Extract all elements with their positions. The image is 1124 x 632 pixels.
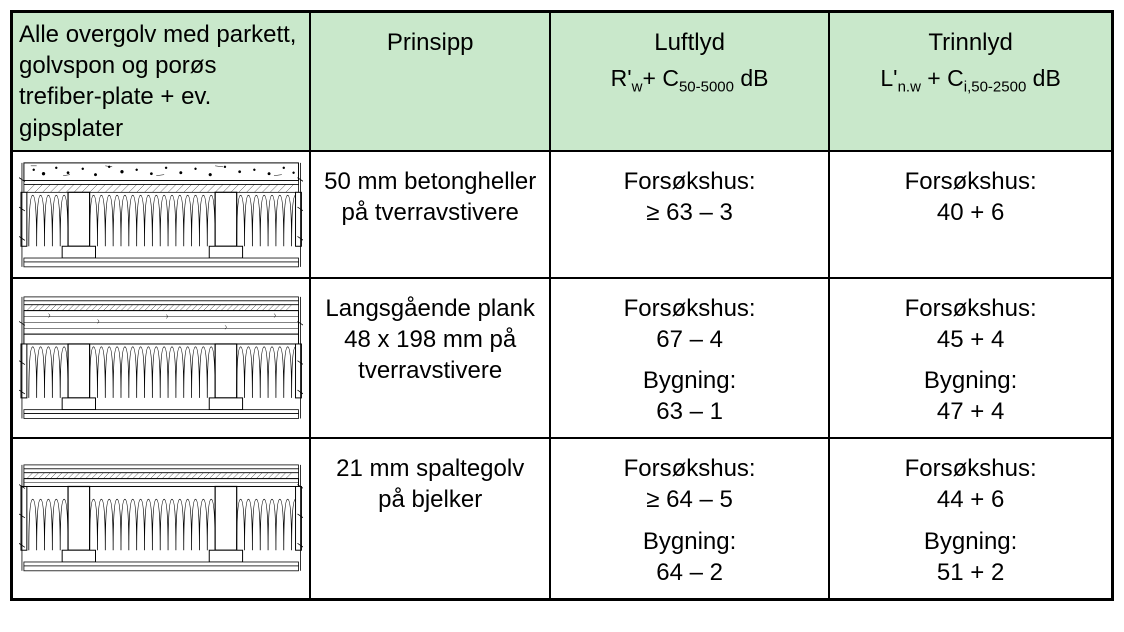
trinnlyd-bygning-label-2: Bygning: [842,365,1099,396]
trinnlyd-bygning-2: Bygning: 47 + 4 [842,365,1099,427]
luftlyd-bygning-label-2: Bygning: [563,365,816,396]
header-description: Alle overgolv med parkett, golvspon og p… [12,12,311,151]
header-prinsipp-text: Prinsipp [387,29,474,56]
luftlyd-bygning-3: Bygning: 64 – 2 [563,526,816,588]
table-row: 50 mm betongheller på tverravstivere For… [12,151,1113,278]
trinnlyd-cell-1: Forsøkshus: 40 + 6 [829,151,1112,278]
prinsipp-text-3: 21 mm spaltegolv på bjelker [336,455,524,513]
luftlyd-forsokshus-3: Forsøkshus: ≥ 64 – 5 [563,453,816,515]
luftlyd-forsokshus-value-3: ≥ 64 – 5 [563,484,816,515]
trinnlyd-bygning-label-3: Bygning: [842,526,1099,557]
header-trinnlyd-title: Trinnlyd [842,27,1099,58]
luftlyd-forsokshus-value-1: ≥ 63 – 3 [563,197,816,228]
header-trinnlyd-formula: L'n.w + Ci,50-2500 dB [842,64,1099,97]
luftlyd-forsokshus-label-3: Forsøkshus: [563,453,816,484]
trinnlyd-forsokshus-value-2: 45 + 4 [842,324,1099,355]
diagram-cell-3 [12,438,311,599]
luftlyd-bygning-2: Bygning: 63 – 1 [563,365,816,427]
header-description-text: Alle overgolv med parkett, golvspon og p… [19,21,296,142]
header-prinsipp: Prinsipp [310,12,550,151]
trinnlyd-cell-2: Forsøkshus: 45 + 4 Bygning: 47 + 4 [829,278,1112,439]
luftlyd-cell-1: Forsøkshus: ≥ 63 – 3 [550,151,829,278]
luftlyd-bygning-label-3: Bygning: [563,526,816,557]
luftlyd-forsokshus-value-2: 67 – 4 [563,324,816,355]
trinnlyd-cell-3: Forsøkshus: 44 + 6 Bygning: 51 + 2 [829,438,1112,599]
trinnlyd-forsokshus-value-3: 44 + 6 [842,484,1099,515]
floor-diagram-2 [19,292,303,424]
header-luftlyd: Luftlyd R'w+ C50-5000 dB [550,12,829,151]
luftlyd-bygning-value-2: 63 – 1 [563,396,816,427]
luftlyd-cell-2: Forsøkshus: 67 – 4 Bygning: 63 – 1 [550,278,829,439]
luftlyd-bygning-value-3: 64 – 2 [563,557,816,588]
luftlyd-cell-3: Forsøkshus: ≥ 64 – 5 Bygning: 64 – 2 [550,438,829,599]
prinsipp-cell-2: Langsgående plank48 x 198 mm på tverravs… [310,278,550,439]
acoustic-properties-table: Alle overgolv med parkett, golvspon og p… [10,10,1114,601]
header-luftlyd-title: Luftlyd [563,27,816,58]
prinsipp-cell-1: 50 mm betongheller på tverravstivere [310,151,550,278]
trinnlyd-forsokshus-label-2: Forsøkshus: [842,293,1099,324]
floor-diagram-3 [19,460,303,578]
diagram-cell-2 [12,278,311,439]
header-trinnlyd: Trinnlyd L'n.w + Ci,50-2500 dB [829,12,1112,151]
trinnlyd-bygning-3: Bygning: 51 + 2 [842,526,1099,588]
table-row: 21 mm spaltegolv på bjelker Forsøkshus: … [12,438,1113,599]
table-header-row: Alle overgolv med parkett, golvspon og p… [12,12,1113,151]
table-row: Langsgående plank48 x 198 mm på tverravs… [12,278,1113,439]
luftlyd-forsokshus-label-2: Forsøkshus: [563,293,816,324]
trinnlyd-forsokshus-3: Forsøkshus: 44 + 6 [842,453,1099,515]
diagram-cell-1 [12,151,311,278]
floor-diagram-1 [19,158,303,271]
luftlyd-forsokshus-2: Forsøkshus: 67 – 4 [563,293,816,355]
trinnlyd-forsokshus-1: Forsøkshus: 40 + 6 [842,166,1099,228]
luftlyd-forsokshus-1: Forsøkshus: ≥ 63 – 3 [563,166,816,228]
trinnlyd-forsokshus-label-1: Forsøkshus: [842,166,1099,197]
trinnlyd-forsokshus-label-3: Forsøkshus: [842,453,1099,484]
prinsipp-text-2: Langsgående plank48 x 198 mm på tverravs… [325,295,535,384]
trinnlyd-bygning-value-3: 51 + 2 [842,557,1099,588]
header-luftlyd-formula: R'w+ C50-5000 dB [563,64,816,97]
trinnlyd-forsokshus-2: Forsøkshus: 45 + 4 [842,293,1099,355]
luftlyd-forsokshus-label-1: Forsøkshus: [563,166,816,197]
prinsipp-cell-3: 21 mm spaltegolv på bjelker [310,438,550,599]
trinnlyd-forsokshus-value-1: 40 + 6 [842,197,1099,228]
trinnlyd-bygning-value-2: 47 + 4 [842,396,1099,427]
prinsipp-text-1: 50 mm betongheller på tverravstivere [324,168,536,226]
